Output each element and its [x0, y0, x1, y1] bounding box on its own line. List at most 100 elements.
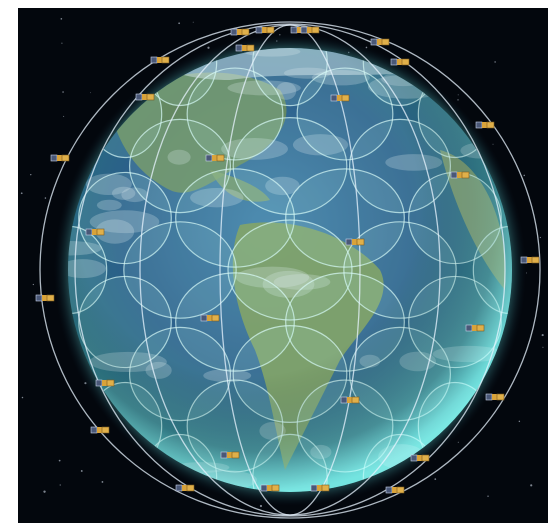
solar-panel: [95, 379, 103, 387]
satellite: [175, 484, 195, 492]
satellite-body: [352, 239, 357, 245]
satellite-body: [182, 485, 187, 491]
satellite-body: [482, 122, 487, 128]
satellite: [370, 38, 390, 46]
star: [492, 143, 494, 145]
star: [20, 192, 23, 195]
solar-panel: [50, 154, 58, 162]
solar-panel: [246, 44, 255, 52]
satellite-body: [457, 172, 462, 178]
solar-panel: [106, 379, 115, 387]
satellite: [200, 314, 220, 322]
satellite-body: [42, 295, 47, 301]
solar-panel: [520, 256, 528, 264]
satellite: [220, 451, 240, 459]
star: [457, 94, 459, 96]
solar-panel: [381, 38, 390, 46]
solar-panel: [341, 94, 350, 102]
satellite: [485, 393, 505, 401]
solar-panel: [35, 294, 43, 302]
solar-panel: [496, 393, 505, 401]
satellite-body: [207, 315, 212, 321]
satellite-body: [297, 27, 302, 33]
solar-panel: [401, 58, 410, 66]
satellite: [385, 486, 405, 494]
star: [63, 115, 65, 117]
solar-panel: [231, 451, 240, 459]
satellite: [475, 121, 495, 129]
solar-panel: [90, 426, 98, 434]
star: [434, 478, 437, 480]
satellite-body: [102, 380, 107, 386]
solar-panel: [351, 396, 360, 404]
star: [80, 470, 83, 472]
satellite-body: [417, 455, 422, 461]
satellite-body: [337, 95, 342, 101]
star: [518, 420, 521, 423]
star: [259, 504, 263, 508]
solar-panel: [476, 324, 485, 332]
solar-panel: [485, 393, 493, 401]
solar-panel: [260, 484, 268, 492]
satellite-body: [317, 485, 322, 491]
satellite: [520, 256, 540, 264]
solar-panel: [321, 484, 330, 492]
solar-panel: [396, 486, 405, 494]
satellite: [255, 26, 275, 34]
star: [541, 334, 544, 337]
solar-panel: [186, 484, 195, 492]
solar-panel: [85, 228, 93, 236]
star: [523, 174, 525, 177]
satellite: [205, 154, 225, 162]
satellite: [150, 56, 170, 64]
solar-panel: [531, 256, 540, 264]
satellite-body: [527, 257, 532, 263]
solar-panel: [290, 26, 298, 34]
solar-panel: [266, 26, 275, 34]
satellite-body: [92, 229, 97, 235]
star: [60, 17, 63, 20]
star: [30, 173, 32, 176]
satellite-body: [492, 394, 497, 400]
satellite-body: [57, 155, 62, 161]
star: [207, 46, 210, 49]
satellite-body: [392, 487, 397, 493]
satellite-body: [212, 155, 217, 161]
satellite: [410, 454, 430, 462]
star: [59, 484, 61, 486]
solar-panel: [475, 121, 483, 129]
star: [530, 484, 533, 487]
solar-panel: [255, 26, 263, 34]
solar-panel: [330, 94, 338, 102]
satellite-body: [227, 452, 232, 458]
satellite: [465, 324, 485, 332]
solar-panel: [356, 238, 365, 246]
satellite-body: [267, 485, 272, 491]
star: [101, 481, 104, 483]
solar-panel: [230, 28, 238, 36]
star: [487, 495, 489, 497]
solar-panel: [310, 484, 318, 492]
satellite: [310, 484, 330, 492]
solar-panel: [175, 484, 183, 492]
satellite: [135, 93, 155, 101]
solar-panel: [385, 486, 393, 494]
star: [457, 99, 459, 101]
star: [21, 396, 24, 399]
star: [61, 42, 63, 44]
satellite-body: [307, 27, 312, 33]
solar-panel: [410, 454, 418, 462]
star: [90, 92, 91, 94]
star: [192, 21, 194, 23]
solar-panel: [150, 56, 158, 64]
orbit: [39, 21, 541, 519]
solar-panel: [271, 484, 280, 492]
orbits: [39, 21, 541, 519]
solar-panel: [61, 154, 70, 162]
star: [542, 346, 544, 348]
satellite: [50, 154, 70, 162]
earth-rim-light: [68, 48, 512, 492]
satellite-body: [397, 59, 402, 65]
satellite-body: [142, 94, 147, 100]
